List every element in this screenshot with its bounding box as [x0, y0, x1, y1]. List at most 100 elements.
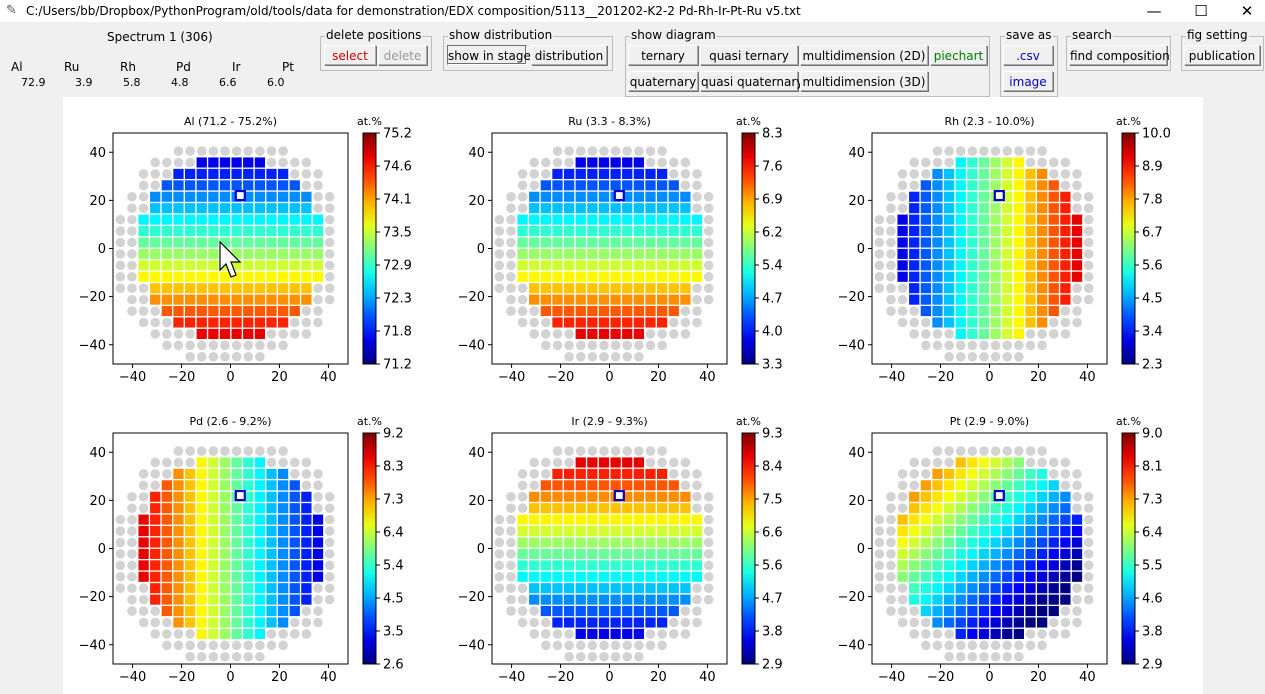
heatmap-cell [932, 317, 943, 328]
unmeasured-point [220, 651, 230, 662]
unmeasured-point [599, 446, 609, 456]
heatmap-cell [138, 560, 149, 571]
unmeasured-point [289, 157, 300, 168]
heatmap-cell [932, 180, 943, 191]
delete-button[interactable]: delete [378, 45, 427, 65]
colorbar-unit: at.% [357, 415, 382, 428]
unmeasured-point [324, 191, 335, 202]
unmeasured-point [127, 606, 137, 616]
unmeasured-point [1014, 651, 1024, 662]
heatmap-cell [645, 214, 656, 225]
heatmap-cell [529, 214, 540, 225]
heatmap-cell [955, 306, 966, 317]
heatmap-cell [967, 203, 978, 214]
multidimension-3d-button[interactable]: multidimension (3D) [800, 71, 928, 91]
heatmap-cell [990, 571, 1001, 582]
heatmap-cell [633, 317, 645, 328]
colorbar-tick-label: 5.6 [762, 559, 783, 574]
close-button[interactable]: ✕ [1240, 2, 1254, 20]
heatmap-cell [967, 237, 978, 248]
heatmap-cell [184, 548, 196, 559]
heatmap-cell [990, 480, 1001, 491]
heatmap-cell [1060, 537, 1071, 548]
heatmap-cell [978, 526, 990, 537]
heatmap-cell [161, 214, 172, 225]
heatmap-cell [1036, 583, 1048, 594]
heatmap-cell [645, 203, 656, 214]
heatmap-cell [184, 248, 196, 259]
heatmap-cell [656, 537, 668, 548]
unmeasured-point [255, 640, 265, 651]
ternary-button[interactable]: ternary [628, 45, 698, 65]
heatmap-cell [990, 526, 1001, 537]
heatmap-cell [633, 283, 645, 294]
unmeasured-point [127, 514, 137, 525]
heatmap-cell [645, 283, 656, 294]
unmeasured-point [127, 214, 137, 225]
unmeasured-point [668, 469, 679, 479]
heatmap-cell [1036, 526, 1048, 537]
heatmap-cell [897, 537, 908, 548]
heatmap-cell [932, 606, 943, 617]
heatmap-cell [633, 328, 645, 339]
heatmap-cell [529, 514, 540, 525]
colorbar-tick-label: 7.8 [1142, 193, 1163, 208]
unmeasured-point [909, 317, 920, 328]
minimize-button[interactable]: — [1146, 2, 1162, 20]
heatmap-cell [552, 203, 563, 214]
save-csv-button[interactable]: .csv [1003, 45, 1053, 65]
unmeasured-point [494, 560, 505, 571]
quaternary-button[interactable]: quaternary [628, 71, 698, 91]
heatmap-cell [1036, 283, 1048, 294]
heatmap-cell [138, 526, 149, 537]
publication-button[interactable]: publication [1184, 45, 1260, 65]
multidimension-2d-button[interactable]: multidimension (2D) [800, 45, 928, 65]
heatmap-cell [955, 537, 966, 548]
heatmap-cell [243, 283, 254, 294]
select-button[interactable]: select [324, 45, 376, 65]
unmeasured-point [196, 351, 207, 362]
unmeasured-point [173, 329, 184, 339]
quasi-ternary-button[interactable]: quasi ternary [700, 45, 798, 65]
heatmap-cell [978, 468, 990, 479]
heatmap-cell [243, 248, 254, 259]
unmeasured-point [506, 594, 516, 605]
heatmap-cell [575, 317, 586, 328]
figure-canvas[interactable]: Al (71.2 - 75.2%) −40 −20 0 20 40 40 20 0 −20 −40 a… [63, 97, 1203, 694]
heatmap-cell [909, 191, 920, 202]
quasi-quaternary-button[interactable]: quasi quaternary [700, 71, 803, 91]
save-image-button[interactable]: image [1003, 71, 1053, 91]
heatmap-cell [978, 237, 990, 248]
heatmap-cell [184, 503, 196, 514]
heatmap-cell [1002, 226, 1013, 237]
heatmap-cell [691, 260, 703, 271]
heatmap-cell [289, 606, 300, 617]
unmeasured-point [1014, 340, 1024, 351]
heatmap-cell [622, 537, 633, 548]
piechart-button[interactable]: piechart [930, 45, 987, 65]
heatmap-cell [680, 537, 691, 548]
heatmap-cell [138, 514, 149, 525]
element-value-ru: 3.9 [75, 76, 93, 89]
heatmap-cell [277, 571, 289, 582]
figure-svg[interactable]: Al (71.2 - 75.2%)−40 −20 0 20 4040200−20−40a… [63, 97, 1203, 694]
heatmap-cell [266, 237, 277, 248]
show-in-stage-button[interactable]: show in stage [447, 45, 531, 65]
heatmap-cell [1013, 491, 1025, 502]
maximize-button[interactable]: ☐ [1194, 2, 1208, 20]
find-composition-button[interactable]: find composition [1069, 45, 1170, 65]
heatmap-cell [955, 203, 966, 214]
heatmap-cell [955, 214, 966, 225]
heatmap-cell [575, 628, 586, 639]
unmeasured-point [634, 651, 644, 662]
unmeasured-point [692, 317, 702, 328]
distribution-button[interactable]: distribution [531, 45, 607, 65]
heatmap-cell [587, 628, 598, 639]
unmeasured-point [921, 617, 931, 628]
unmeasured-point [162, 629, 172, 639]
unmeasured-point [1002, 340, 1013, 351]
heatmap-cell [622, 526, 633, 537]
heatmap-cell [517, 537, 528, 548]
heatmap-cell [277, 560, 289, 571]
y-tick-label: −40 [79, 638, 106, 653]
